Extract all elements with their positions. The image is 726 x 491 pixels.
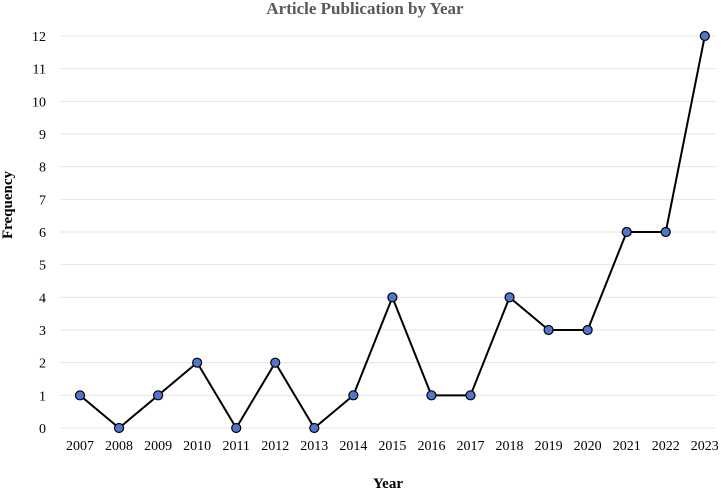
data-point xyxy=(74,390,86,401)
y-tick-label: 9 xyxy=(39,128,46,143)
y-tick-label: 7 xyxy=(39,193,46,208)
y-tick-label: 2 xyxy=(39,357,46,372)
x-tick-label: 2010 xyxy=(183,439,211,454)
gridlines xyxy=(60,35,716,429)
data-point xyxy=(270,357,281,368)
data-point xyxy=(543,324,554,336)
y-tick-label: 3 xyxy=(39,324,46,339)
data-point xyxy=(231,422,242,434)
y-tick-label: 5 xyxy=(39,259,46,274)
y-tick-label: 8 xyxy=(39,161,46,176)
x-tick-label: 2021 xyxy=(613,439,641,454)
data-point xyxy=(153,390,164,401)
x-tick-label: 2017 xyxy=(457,439,485,454)
data-point xyxy=(192,357,203,368)
data-point xyxy=(309,422,320,434)
y-tick-label: 1 xyxy=(39,389,46,404)
x-tick-label: 2008 xyxy=(105,439,133,454)
y-axis-label: Frequency xyxy=(0,170,16,239)
y-tick-label: 4 xyxy=(39,291,46,306)
x-axis-label: Year xyxy=(373,476,403,491)
data-point xyxy=(660,226,671,238)
x-tick-label: 2009 xyxy=(144,439,172,454)
x-tick-label: 2013 xyxy=(300,439,328,454)
x-tick-label: 2020 xyxy=(574,439,602,454)
y-tick-label: 10 xyxy=(32,95,46,110)
data-point xyxy=(465,390,476,401)
y-tick-label: 6 xyxy=(39,226,46,241)
data-point xyxy=(113,422,125,434)
data-point xyxy=(504,292,515,303)
x-tick-label: 2019 xyxy=(535,439,563,454)
data-point xyxy=(699,30,710,42)
y-tick-label: 0 xyxy=(39,422,46,437)
x-tick-label: 2018 xyxy=(496,439,524,454)
x-tick-label: 2007 xyxy=(66,439,94,454)
chart-title: Article Publication by Year xyxy=(266,0,464,18)
y-tick-label: 12 xyxy=(32,30,46,45)
x-tick-label: 2015 xyxy=(378,439,406,454)
data-point xyxy=(621,226,632,238)
x-tick-label: 2023 xyxy=(691,439,719,454)
x-tick-label: 2016 xyxy=(417,439,445,454)
x-tick-label: 2022 xyxy=(652,439,680,454)
data-point xyxy=(387,292,398,303)
x-axis-ticks: 2007 2008 2009 2010 2011 2012 2013 2014 2015 2016… xyxy=(66,439,719,454)
data-point xyxy=(348,390,359,401)
data-point xyxy=(582,324,593,336)
x-tick-label: 2014 xyxy=(339,439,367,454)
x-tick-label: 2012 xyxy=(261,439,289,454)
x-tick-label: 2011 xyxy=(222,439,249,454)
data-point xyxy=(426,390,437,401)
series xyxy=(74,30,710,434)
y-tick-label: 11 xyxy=(33,63,46,78)
